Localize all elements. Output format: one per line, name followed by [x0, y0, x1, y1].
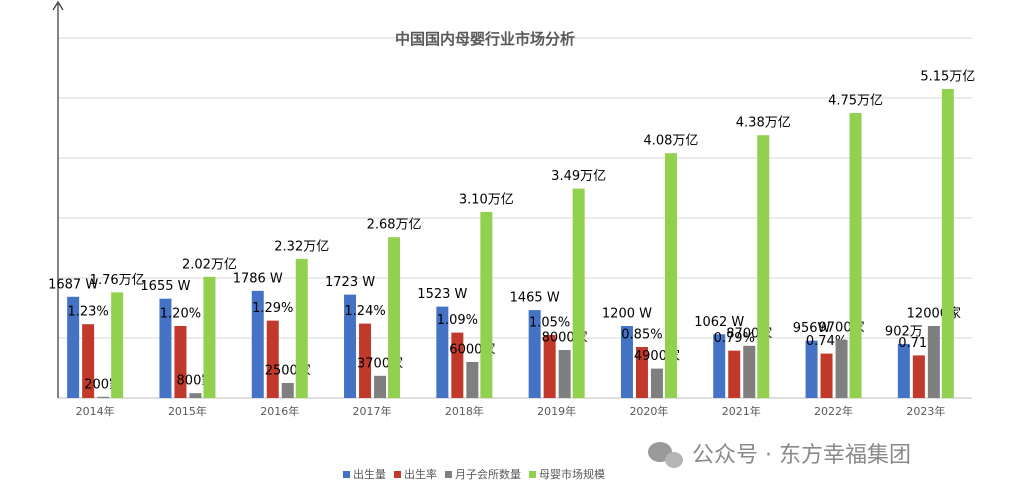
- bar: [436, 306, 449, 398]
- bar: [805, 340, 818, 398]
- legend-swatch: [394, 471, 401, 478]
- legend-swatch: [445, 471, 452, 478]
- bar: [635, 347, 648, 398]
- legend-label: 出生率: [404, 467, 437, 481]
- bar: [344, 294, 357, 398]
- bar: [359, 323, 372, 398]
- data-label: 4.08万亿: [643, 134, 698, 149]
- x-tick-label: 2017年: [353, 404, 392, 418]
- data-label: 4.75万亿: [828, 94, 883, 109]
- data-label: 1062 W: [694, 315, 744, 330]
- bar: [374, 375, 387, 398]
- bar: [67, 296, 80, 398]
- data-label: 0.79%: [714, 331, 755, 346]
- bar: [820, 353, 833, 398]
- bar: [572, 188, 585, 398]
- data-label: 1687 W: [48, 277, 98, 292]
- legend-label: 母婴市场规模: [539, 467, 605, 481]
- bar: [174, 326, 187, 398]
- bar: [159, 298, 172, 398]
- bar: [281, 383, 294, 398]
- legend-label: 月子会所数量: [455, 468, 521, 481]
- data-label: 1786 W: [233, 271, 283, 286]
- data-label: 0.85%: [621, 328, 662, 343]
- bar: [897, 343, 910, 398]
- data-label: 1.24%: [344, 304, 385, 319]
- data-label: 956W: [793, 321, 831, 336]
- data-label: 1.76万亿: [90, 273, 145, 288]
- bar: [82, 324, 95, 398]
- x-tick-label: 2018年: [445, 404, 484, 418]
- data-label: 4.38万亿: [736, 116, 791, 131]
- wechat-icon: [665, 452, 683, 468]
- x-tick-label: 2014年: [76, 404, 115, 418]
- data-label: 3.10万亿: [459, 193, 514, 208]
- data-label: 902万: [885, 324, 923, 339]
- data-label: 1.09%: [437, 313, 478, 328]
- bar: [620, 326, 633, 398]
- bar: [451, 332, 464, 398]
- bar: [189, 393, 202, 398]
- data-label: 1.29%: [252, 301, 293, 316]
- x-tick-label: 2022年: [814, 404, 853, 418]
- bar: [111, 292, 124, 398]
- chart-title: 中国国内母婴行业市场分析: [395, 30, 575, 48]
- data-label: 5.15万亿: [920, 70, 975, 85]
- bar: [728, 350, 741, 398]
- bar: [650, 368, 663, 398]
- bar: [543, 335, 556, 398]
- x-tick-label: 2020年: [629, 404, 668, 418]
- data-label: 1723 W: [325, 275, 375, 290]
- bar: [558, 350, 571, 398]
- bar: [251, 290, 264, 398]
- x-tick-label: 2016年: [260, 404, 299, 418]
- bar: [480, 212, 493, 398]
- bar: [757, 135, 770, 398]
- bar: [849, 113, 862, 398]
- legend-swatch: [343, 471, 350, 478]
- bar: [97, 396, 110, 398]
- data-label: 2.02万亿: [182, 257, 237, 272]
- data-label: 1200 W: [602, 307, 652, 322]
- data-label: 3.49万亿: [551, 169, 606, 184]
- bar: [295, 258, 308, 398]
- legend-swatch: [529, 471, 536, 478]
- bar: [743, 345, 756, 398]
- bar: [713, 334, 726, 398]
- data-label: 2.68万亿: [367, 218, 422, 233]
- bar: [528, 310, 541, 398]
- data-label: 1.23%: [67, 305, 108, 320]
- bar: [266, 320, 279, 398]
- data-label: 2.32万亿: [274, 239, 329, 254]
- watermark: 公众号 · 东方幸福集团: [648, 442, 911, 468]
- bar: [466, 362, 479, 398]
- data-label: 1.20%: [160, 307, 201, 322]
- bar: [388, 237, 401, 398]
- bar: [927, 326, 940, 398]
- x-tick-label: 2021年: [722, 404, 761, 418]
- x-tick-label: 2019年: [537, 404, 576, 418]
- x-tick-label: 2015年: [168, 404, 207, 418]
- data-label: 1523 W: [417, 287, 467, 302]
- watermark-text: 公众号 · 东方幸福集团: [692, 443, 911, 468]
- data-label: 1465 W: [510, 291, 560, 306]
- bar: [912, 355, 925, 398]
- data-label: 1.05%: [529, 316, 570, 331]
- legend-label: 出生量: [353, 467, 386, 481]
- bar: [664, 153, 677, 398]
- bar: [835, 339, 848, 398]
- data-label: 1655 W: [140, 279, 190, 294]
- y-axis-arrow: [52, 0, 64, 11]
- bar: [941, 89, 954, 398]
- bar: [203, 276, 216, 398]
- x-tick-label: 2023年: [906, 404, 945, 418]
